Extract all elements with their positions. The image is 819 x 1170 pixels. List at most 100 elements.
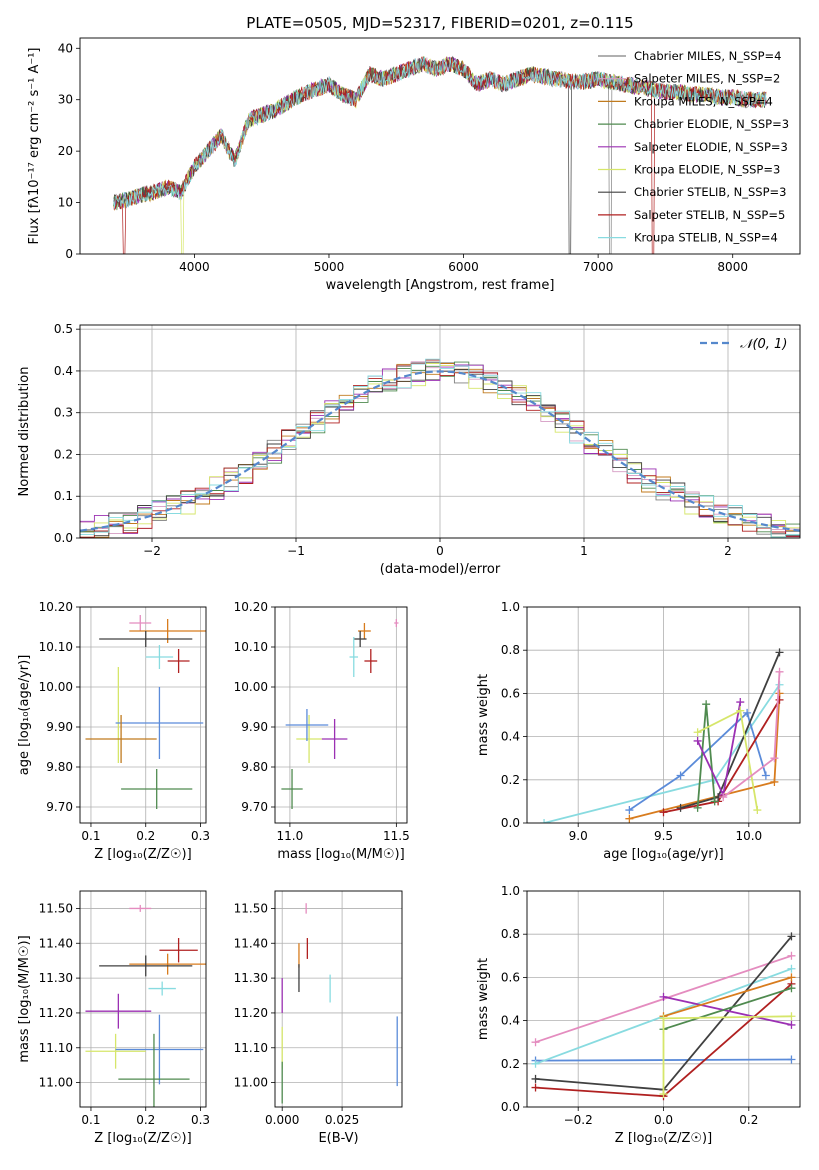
plus-marker [710, 797, 719, 806]
weight-series [719, 667, 784, 802]
legend: 𝒩(0, 1) [700, 337, 787, 352]
plus-marker [531, 1083, 540, 1092]
spectrum-marks [113, 55, 767, 254]
plus-marker [787, 951, 796, 960]
age_vs_mass-panel: 11.0 11.5 9.70 9.80 9.90 10.00 10.10 10.20 mass … [234, 600, 410, 862]
y-tick-label: 11.20 [39, 1006, 73, 1020]
data-point [129, 904, 152, 912]
x-tick-label: 0.2 [136, 829, 155, 843]
plus-marker [787, 1012, 796, 1021]
axes-frame [526, 606, 801, 824]
plus-marker [787, 1020, 796, 1029]
mass_vs_Z-marks [85, 904, 206, 1107]
data-point [85, 1033, 146, 1069]
axes-frame [274, 606, 408, 824]
y-tick-label: 9.90 [241, 720, 268, 734]
x-axis-label: mass [log₁₀(M/M☉)] [277, 847, 404, 862]
x-tick-label: 5000 [314, 260, 345, 274]
plus-marker [787, 984, 796, 993]
mass_vs_Z-plot-area [80, 891, 206, 1107]
axes-frame [526, 890, 801, 1108]
y-tick-label: 9.90 [46, 720, 73, 734]
plus-marker [702, 700, 711, 709]
plus-marker [719, 793, 728, 802]
y-tick-label: 20 [58, 144, 73, 158]
axes-frame [79, 606, 207, 824]
legend-entry: Salpeter ELODIE, N_SSP=3 [634, 140, 788, 154]
data-point [364, 649, 378, 673]
residuals-plot-area [80, 325, 800, 539]
legend-entry: Chabrier STELIB, N_SSP=3 [634, 185, 786, 199]
plus-marker [775, 667, 784, 676]
x-tick-label: 0.3 [191, 829, 210, 843]
plus-marker [753, 806, 762, 815]
weight-line [662, 1015, 792, 1094]
plus-marker [625, 814, 634, 823]
plus-marker [787, 1055, 796, 1064]
legend-entry: Chabrier MILES, N_SSP=4 [634, 49, 781, 63]
plus-marker [775, 695, 784, 704]
weight-series [659, 1012, 796, 1099]
residuals-marks [80, 358, 800, 538]
legend-entry: Kroupa STELIB, N_SSP=4 [634, 231, 778, 245]
y-axis-label: Normed distribution [17, 367, 32, 497]
weight-line [628, 711, 767, 811]
data-point [296, 715, 322, 763]
data-point [129, 615, 152, 631]
mass_vs_Z-panel: 0.1 0.2 0.3 11.00 11.10 11.20 11.30 11.40 11.50 Z… [17, 890, 210, 1146]
y-tick-label: 11.50 [39, 901, 73, 915]
plus-marker [659, 1090, 668, 1099]
weight-series [625, 708, 770, 815]
y-tick-label: 0.4 [54, 364, 73, 378]
axes-frame [274, 890, 403, 1108]
x-tick-label: 0.0 [654, 1113, 673, 1127]
y-tick-label: 10.10 [39, 640, 73, 654]
y-tick-label: 0.0 [501, 816, 520, 830]
y-tick-label: 11.30 [234, 971, 268, 985]
y-tick-label: 11.00 [234, 1076, 268, 1090]
x-tick-label: 4000 [179, 260, 210, 274]
weight-line [543, 684, 781, 823]
weight-series [625, 689, 784, 823]
x-tick-label: 7000 [583, 260, 614, 274]
data-point [353, 631, 367, 647]
y-tick-label: 0.5 [54, 322, 73, 336]
y-tick-label: 40 [58, 41, 73, 55]
data-point [349, 637, 359, 677]
weight_vs_age-marks [540, 648, 784, 823]
y-tick-label: 0.1 [54, 489, 73, 503]
axes-frame [79, 37, 801, 255]
x-axis-label: Z [log₁₀(Z/Z☉)] [615, 1131, 712, 1146]
mass_vs_ebv-marks [281, 903, 398, 1104]
x-tick-label: −1 [287, 544, 305, 558]
legend-entry: Kroupa MILES, N_SSP=4 [634, 94, 773, 108]
y-tick-label: 0.2 [501, 773, 520, 787]
mass_vs_ebv-plot-area [275, 891, 402, 1107]
y-tick-label: 9.70 [241, 800, 268, 814]
y-tick-label: 11.20 [234, 1006, 268, 1020]
residual-histogram [80, 358, 800, 538]
plus-marker [787, 932, 796, 941]
x-tick-label: 8000 [717, 260, 748, 274]
plus-marker [761, 771, 770, 780]
age_vs_mass-plot-area [275, 606, 407, 823]
x-axis-label: Z [log₁₀(Z/Z☉)] [94, 847, 191, 862]
y-tick-label: 10.00 [39, 680, 73, 694]
data-point [394, 619, 399, 627]
y-tick-label: 10.20 [234, 600, 268, 614]
age_vs_Z-marks [85, 615, 206, 809]
plus-marker [693, 736, 702, 745]
data-point [121, 769, 193, 809]
y-tick-label: 11.50 [234, 901, 268, 915]
y-tick-label: 9.80 [46, 760, 73, 774]
x-tick-label: 9.5 [654, 829, 673, 843]
plus-marker [693, 728, 702, 737]
x-tick-label: 0 [436, 544, 444, 558]
plus-marker [736, 698, 745, 707]
data-point [85, 715, 157, 763]
x-axis-label: wavelength [Angstrom, rest frame] [326, 278, 555, 293]
plus-marker [531, 1059, 540, 1068]
plus-marker [736, 706, 745, 715]
plus-marker [775, 648, 784, 657]
y-tick-label: 11.30 [39, 971, 73, 985]
